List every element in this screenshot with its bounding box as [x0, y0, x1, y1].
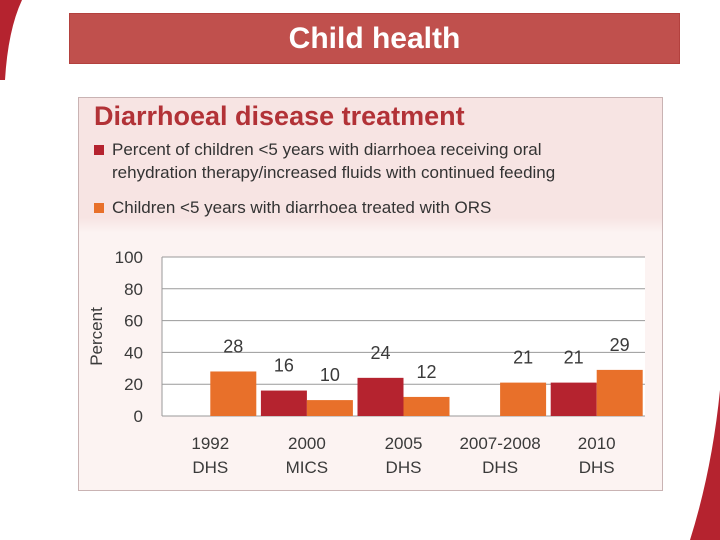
- bar: [357, 377, 404, 416]
- y-tick-label: 60: [124, 312, 143, 331]
- x-tick-label: DHS: [579, 458, 615, 477]
- x-tick-label: MICS: [286, 458, 329, 477]
- y-tick-label: 40: [124, 343, 143, 362]
- x-tick-label: DHS: [482, 458, 518, 477]
- legend-label-ors: Children <5 years with diarrhoea treated…: [112, 198, 492, 217]
- x-tick-label: 2007-2008: [459, 434, 540, 453]
- data-label: 29: [610, 335, 630, 355]
- data-label: 28: [223, 336, 243, 356]
- legend-item-oral-rehydration: Percent of children <5 years with diarrh…: [94, 138, 634, 184]
- x-tick-label: 2010: [578, 434, 616, 453]
- data-label: 12: [416, 362, 436, 382]
- y-axis-label: Percent: [87, 307, 106, 366]
- x-tick-label: DHS: [386, 458, 422, 477]
- legend-swatch-oral-rehydration: [94, 145, 104, 155]
- x-tick-label: 2005: [385, 434, 423, 453]
- bar: [210, 371, 257, 416]
- bar: [596, 369, 643, 416]
- data-label: 21: [564, 348, 584, 368]
- y-tick-label: 100: [115, 248, 143, 267]
- chart-panel: Diarrhoeal disease treatment Percent of …: [78, 97, 663, 491]
- legend-label-line-1: Percent of children <5 years with diarrh…: [112, 140, 542, 159]
- legend-item-ors: Children <5 years with diarrhoea treated…: [94, 196, 491, 219]
- bar-chart: 100 80 60 40 20 0 Percent 28 1992 DHS 16 10 2000 MICS…: [87, 248, 645, 477]
- bar: [260, 390, 307, 416]
- y-tick-label: 20: [124, 375, 143, 394]
- chart-title: Diarrhoeal disease treatment: [94, 101, 465, 131]
- bar: [500, 382, 547, 416]
- right-decor-curve: [690, 390, 720, 540]
- bar: [403, 396, 450, 416]
- slide-title: Child health: [69, 13, 680, 64]
- legend-label-line-2: rehydration therapy/increased fluids wit…: [112, 163, 556, 182]
- bar: [550, 382, 597, 416]
- y-tick-label: 80: [124, 280, 143, 299]
- data-label: 16: [274, 356, 294, 376]
- x-tick-label: DHS: [192, 458, 228, 477]
- legend-label-oral-rehydration: Percent of children <5 years with diarrh…: [112, 138, 555, 184]
- data-label: 21: [513, 348, 533, 368]
- x-tick-label: 2000: [288, 434, 326, 453]
- data-label: 10: [320, 365, 340, 385]
- legend-swatch-ors: [94, 203, 104, 213]
- bar: [306, 400, 353, 416]
- y-tick-label: 0: [134, 407, 143, 426]
- x-tick-label: 1992: [191, 434, 229, 453]
- data-label: 24: [370, 343, 390, 363]
- left-decor-curve: [0, 0, 22, 80]
